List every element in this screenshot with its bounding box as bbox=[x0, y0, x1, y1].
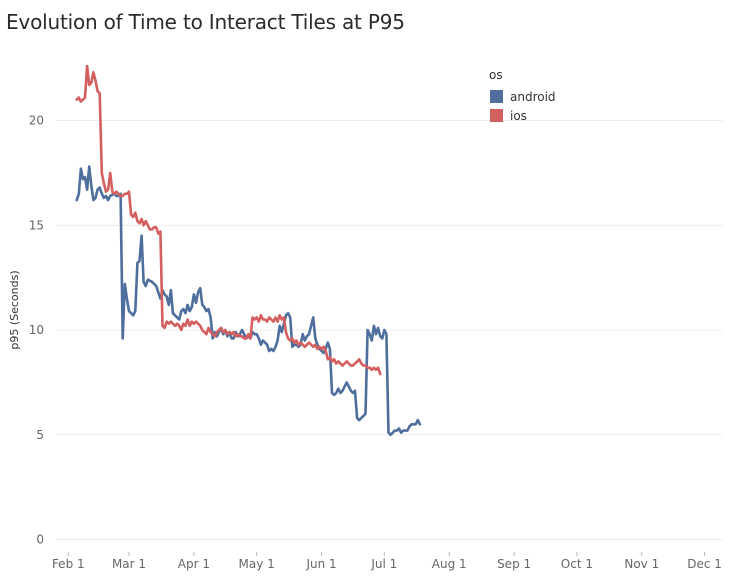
y-axis-label: p95 (Seconds) bbox=[8, 270, 21, 349]
legend-label-android: android bbox=[510, 90, 556, 104]
x-tick-label: Dec 1 bbox=[687, 557, 722, 571]
x-tick-label: Jun 1 bbox=[305, 557, 336, 571]
x-axis-ticks: Feb 1 Mar 1 Apr 1 May 1 Jun 1 Jul 1 Aug 1 Sep 1… bbox=[52, 552, 722, 571]
y-tick-label: 5 bbox=[36, 428, 44, 442]
x-tick-label: Feb 1 bbox=[52, 557, 85, 571]
x-tick-label: Oct 1 bbox=[561, 557, 593, 571]
x-tick-label: Jul 1 bbox=[370, 557, 397, 571]
legend-swatch-ios bbox=[490, 109, 503, 122]
x-tick-label: Mar 1 bbox=[112, 557, 146, 571]
legend: os android ios bbox=[489, 68, 556, 123]
x-tick-label: Apr 1 bbox=[178, 557, 210, 571]
x-tick-label: Aug 1 bbox=[432, 557, 467, 571]
y-tick-label: 0 bbox=[36, 533, 44, 547]
y-tick-label: 20 bbox=[29, 114, 44, 128]
x-tick-label: Sep 1 bbox=[497, 557, 531, 571]
x-tick-label: May 1 bbox=[239, 557, 275, 571]
y-tick-label: 15 bbox=[29, 218, 44, 232]
series-lines bbox=[75, 64, 422, 437]
series-line-ios bbox=[75, 64, 382, 376]
y-tick-label: 10 bbox=[29, 323, 44, 337]
legend-swatch-android bbox=[490, 90, 503, 103]
series-line-android bbox=[75, 165, 422, 437]
x-tick-label: Nov 1 bbox=[624, 557, 659, 571]
gridlines bbox=[56, 120, 722, 540]
y-axis-ticks: 0 5 10 15 20 bbox=[29, 114, 44, 547]
legend-label-ios: ios bbox=[510, 109, 527, 123]
chart-title: Evolution of Time to Interact Tiles at P… bbox=[6, 10, 405, 34]
legend-title: os bbox=[489, 68, 503, 82]
